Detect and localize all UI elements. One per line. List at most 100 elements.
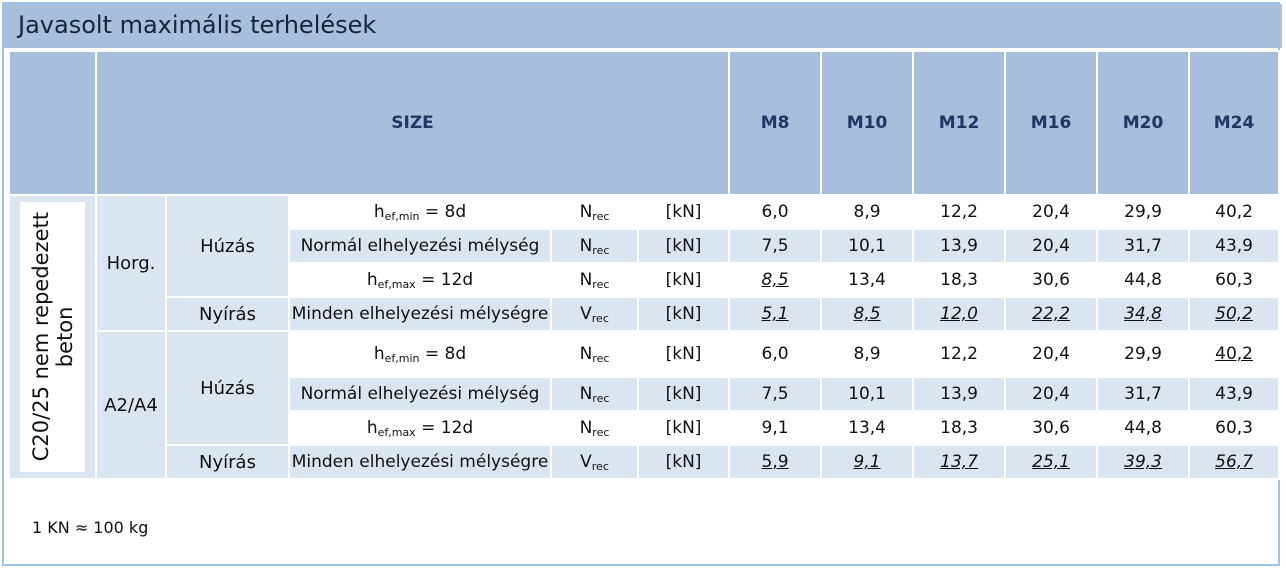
subscript: ef,max xyxy=(377,425,416,439)
value: 40,2 xyxy=(1188,194,1281,230)
value: 6,0 xyxy=(728,194,823,230)
value-text: 40,2 xyxy=(1215,202,1253,222)
value-text: 30,6 xyxy=(1032,270,1070,290)
value-text: 44,8 xyxy=(1124,270,1162,290)
footer: 1 KN ≈ 100 kg xyxy=(8,490,1278,564)
concrete-line: C20/25 nem repedezett xyxy=(28,212,53,462)
subscript: ef,min xyxy=(384,351,420,365)
text: = 8d xyxy=(419,343,467,364)
value-text: 6,0 xyxy=(761,344,789,364)
value: 60,3 xyxy=(1188,410,1281,446)
value-text: 44,8 xyxy=(1124,418,1162,438)
column-header: M24 xyxy=(1188,50,1281,196)
value: 18,3 xyxy=(912,262,1007,298)
depth: Minden elhelyezési mélységre xyxy=(288,444,552,480)
depth: hef,max = 12d xyxy=(288,410,552,446)
header-row: SIZE M8 M10 M12 M16 M20 M24 xyxy=(8,50,1281,196)
text: h xyxy=(373,343,385,364)
subscript: rec xyxy=(592,277,610,291)
text: V xyxy=(580,303,592,324)
unit: [kN] xyxy=(636,296,731,332)
text: Minden elhelyezési mélységre xyxy=(291,452,549,472)
value-text: 60,3 xyxy=(1215,270,1253,290)
value-text: 13,9 xyxy=(940,236,978,256)
unit: [kN] xyxy=(636,262,731,298)
value: 30,6 xyxy=(1004,410,1099,446)
value-text: 10,1 xyxy=(848,236,886,256)
value: 29,9 xyxy=(1096,330,1191,378)
value-text: 18,3 xyxy=(940,270,978,290)
subscript: rec xyxy=(592,209,610,223)
value-text: 13,4 xyxy=(848,418,886,438)
subscript: rec xyxy=(592,391,610,405)
corner-cell xyxy=(8,50,97,196)
text: h xyxy=(366,269,378,290)
value: 12,2 xyxy=(912,330,1007,378)
depth: hef,min = 8d xyxy=(288,194,552,230)
data-row: hef,max = 12d Nrec [kN] 9,1 13,4 18,3 30,6 44,8… xyxy=(9,410,1281,446)
value-text: 43,9 xyxy=(1215,236,1253,256)
data-row: A2/A4 Húzás hef,min = 8d Nrec [kN] 6,0 8,9 12,2… xyxy=(9,330,1281,480)
value: 34,8 xyxy=(1096,296,1191,332)
symbol: Nrec xyxy=(550,194,639,230)
anchor-type: Horg. xyxy=(95,194,167,332)
value: 31,7 xyxy=(1096,228,1191,264)
value-text: 12,2 xyxy=(940,344,978,364)
value: 44,8 xyxy=(1096,262,1191,298)
value: 20,4 xyxy=(1004,376,1099,412)
value-text: 8,9 xyxy=(853,344,881,364)
value: 8,9 xyxy=(820,330,915,378)
value: 13,9 xyxy=(912,376,1007,412)
value-text: 8,5 xyxy=(853,304,881,324)
value: 8,5 xyxy=(728,262,823,298)
value: 20,4 xyxy=(1004,330,1099,378)
value-text: 25,1 xyxy=(1032,452,1070,472)
unit: [kN] xyxy=(636,410,731,446)
value-text: 6,0 xyxy=(761,202,789,222)
value-text: 20,4 xyxy=(1032,236,1070,256)
unit: [kN] xyxy=(636,228,731,264)
value-text: 20,4 xyxy=(1032,384,1070,404)
text: Normál elhelyezési mélység xyxy=(300,236,540,256)
data-row: hef,max = 12d Nrec [kN] 8,5 13,4 18,3 30,6 44,8… xyxy=(9,262,1281,298)
value-text: 13,4 xyxy=(848,270,886,290)
symbol: Nrec xyxy=(550,330,639,378)
value: 8,5 xyxy=(820,296,915,332)
value: 44,8 xyxy=(1096,410,1191,446)
load-type: Húzás xyxy=(165,194,290,298)
value-text: 12,2 xyxy=(940,202,978,222)
value-text: 22,2 xyxy=(1032,304,1070,324)
subscript: rec xyxy=(592,351,610,365)
value-text: 29,9 xyxy=(1124,202,1162,222)
symbol: Nrec xyxy=(550,410,639,446)
value-text: 12,0 xyxy=(940,304,978,324)
depth: Minden elhelyezési mélységre xyxy=(288,296,552,332)
value-text: 60,3 xyxy=(1215,418,1253,438)
value: 13,4 xyxy=(820,410,915,446)
value-text: 9,1 xyxy=(761,418,789,438)
load-type: Nyírás xyxy=(165,296,290,332)
value-text: 34,8 xyxy=(1124,304,1162,324)
value: 9,1 xyxy=(728,410,823,446)
text: N xyxy=(579,269,593,290)
value-text: 56,7 xyxy=(1215,452,1253,472)
value-text: 20,4 xyxy=(1032,344,1070,364)
column-header: M16 xyxy=(1004,50,1099,196)
concrete-label: C20/25 nem repedezett beton xyxy=(29,212,77,461)
value: 8,9 xyxy=(820,194,915,230)
data-row: Nyírás Minden elhelyezési mélységre Vrec [k… xyxy=(9,296,1281,332)
value: 12,0 xyxy=(912,296,1007,332)
text: N xyxy=(579,383,593,404)
text: Minden elhelyezési mélységre xyxy=(291,304,549,324)
symbol: Nrec xyxy=(550,228,639,264)
value: 20,4 xyxy=(1004,194,1099,230)
unit: [kN] xyxy=(636,444,731,480)
value-text: 18,3 xyxy=(940,418,978,438)
value-text: 9,1 xyxy=(853,452,881,472)
text: h xyxy=(366,417,378,438)
value: 7,5 xyxy=(728,376,823,412)
column-header: M10 xyxy=(820,50,915,196)
subscript: ef,min xyxy=(384,209,420,223)
value-text: 31,7 xyxy=(1124,236,1162,256)
